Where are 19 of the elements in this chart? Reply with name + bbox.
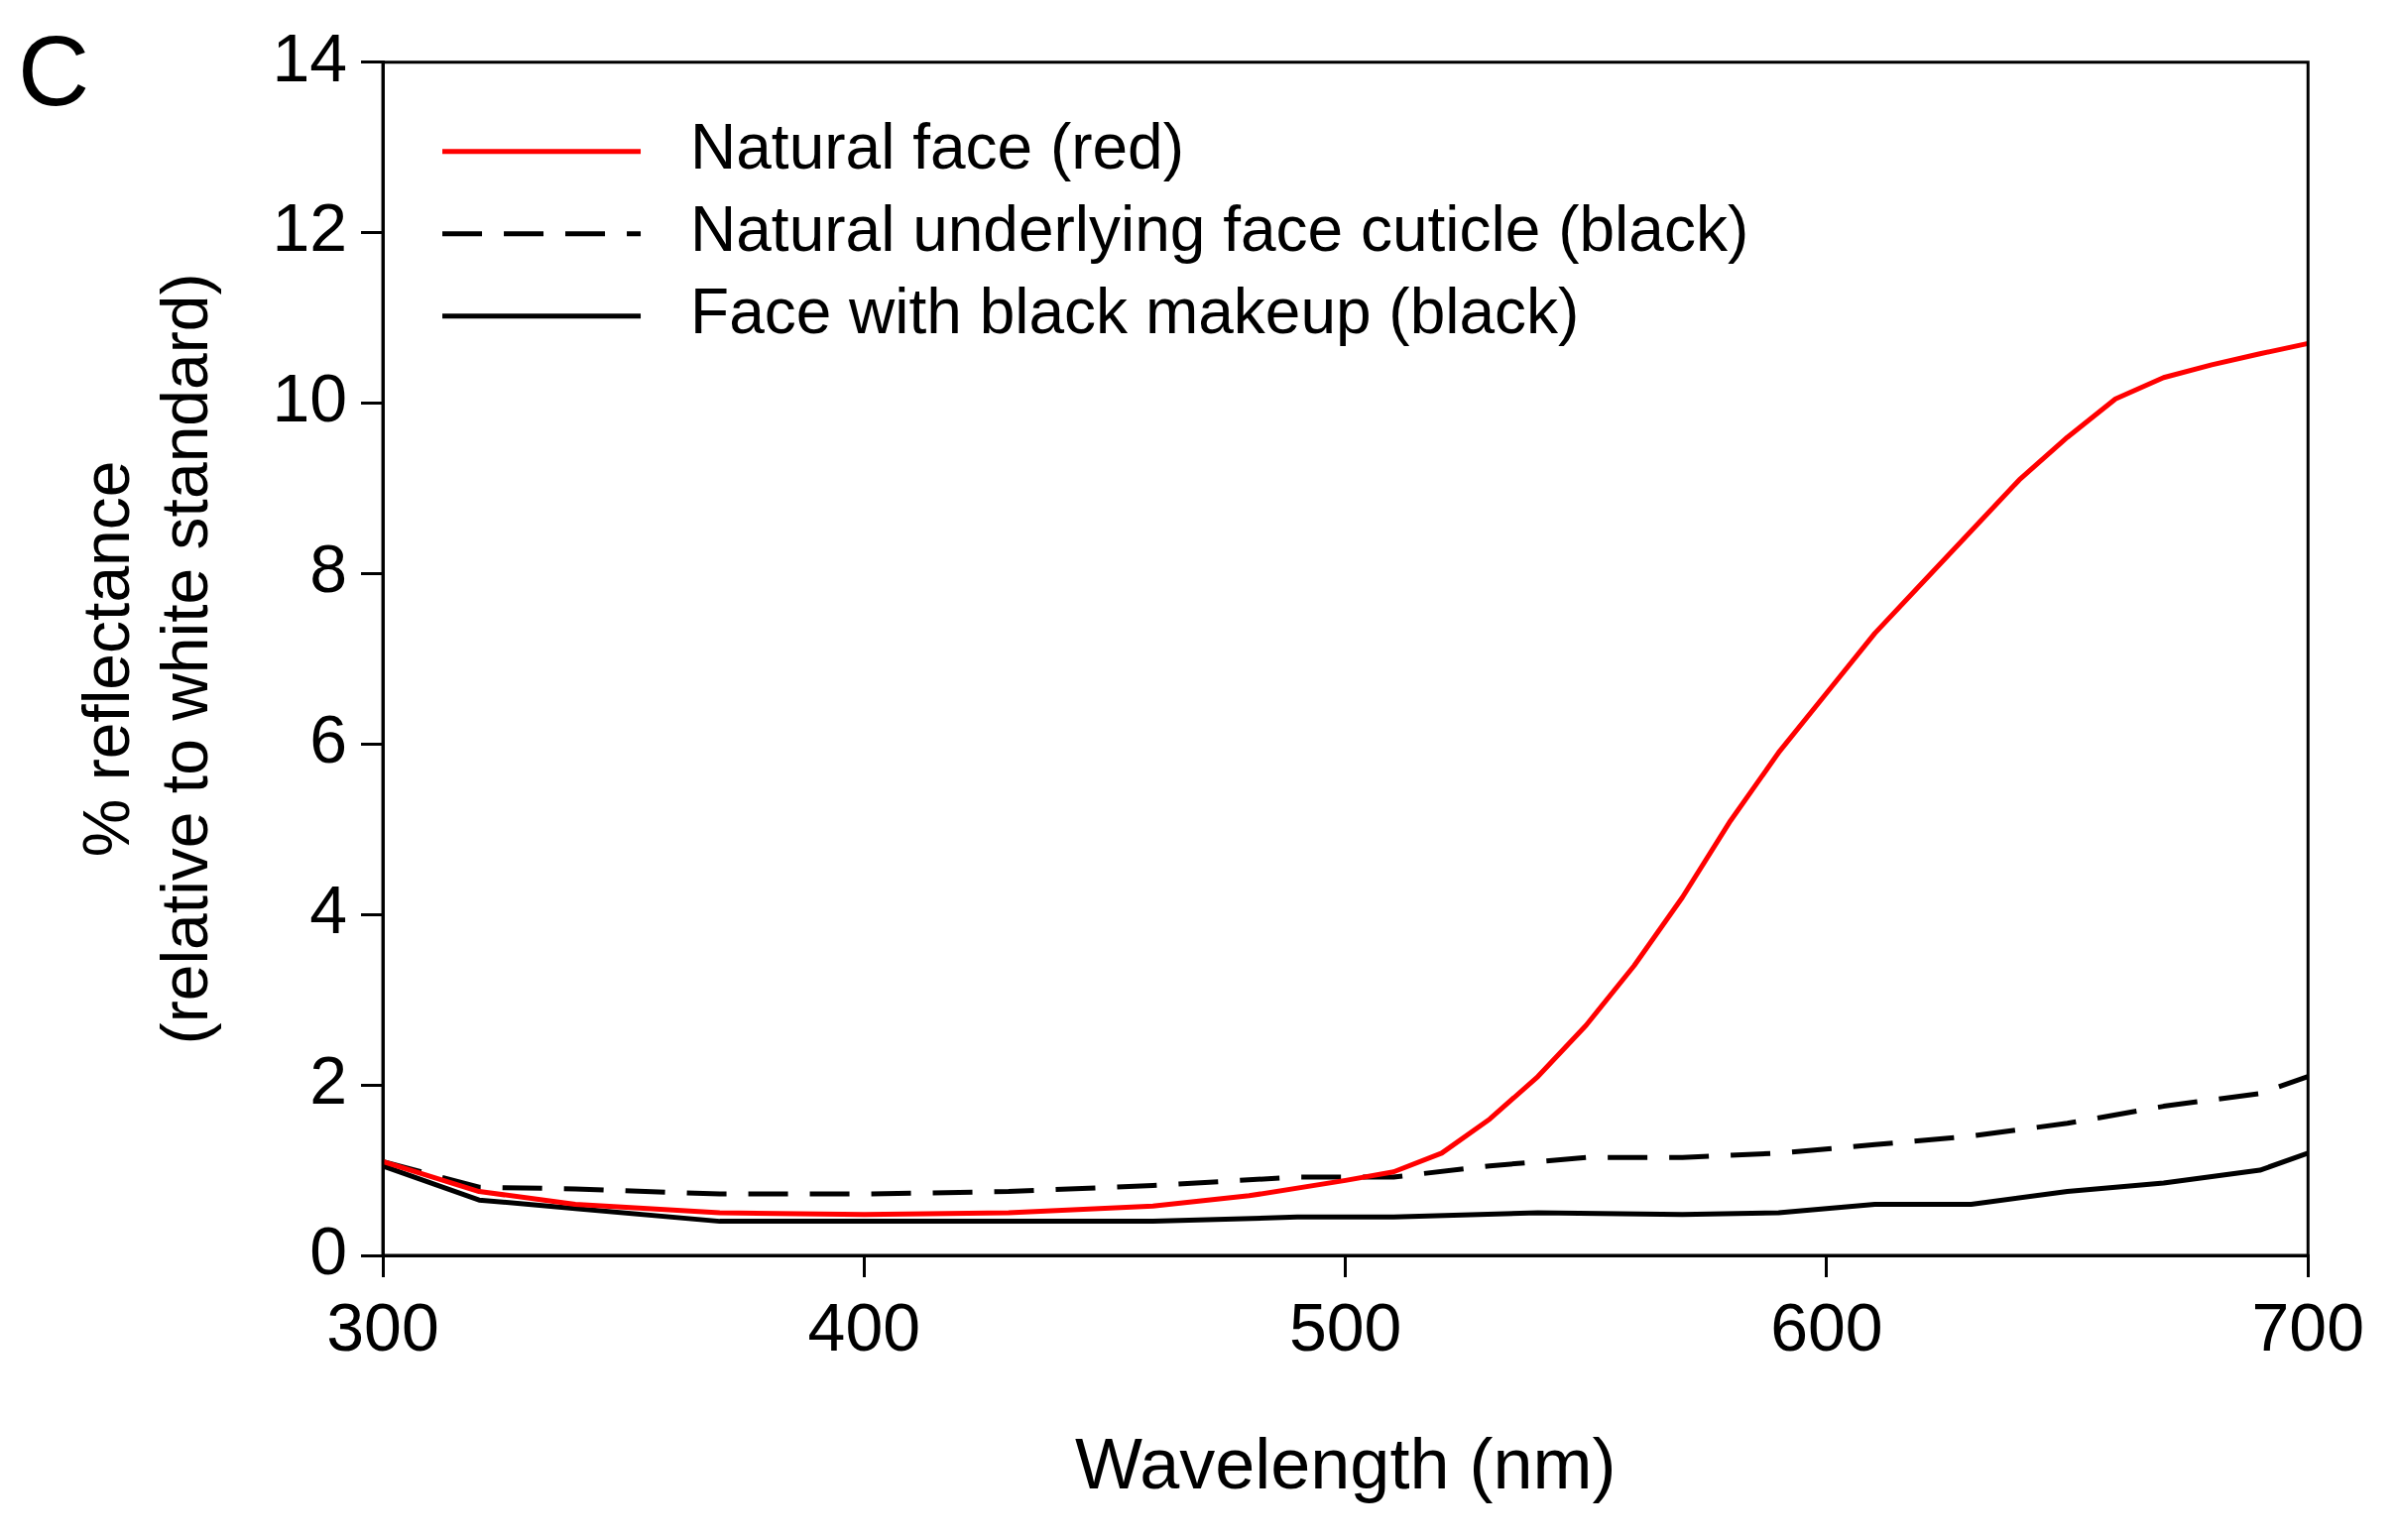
y-tick-label: 8 (309, 531, 348, 607)
y-tick-label: 6 (309, 701, 348, 777)
x-axis-title: Wavelength (nm) (1074, 1423, 1617, 1503)
x-tick-label: 300 (326, 1288, 439, 1364)
legend-label: Natural underlying face cuticle (black) (690, 193, 1749, 266)
x-tick-label: 500 (1288, 1288, 1402, 1364)
legend-label: Face with black makeup (black) (690, 276, 1580, 348)
y-axis-title: % reflectance (relative to white standard) (68, 273, 221, 1045)
x-tick-label: 400 (807, 1288, 921, 1364)
legend-label: Natural face (red) (690, 111, 1185, 183)
y-tick-label: 12 (272, 189, 348, 266)
y-tick-label: 14 (272, 19, 348, 95)
y-tick-label: 2 (309, 1041, 348, 1118)
y-tick-label: 0 (309, 1212, 348, 1288)
y-tick-label: 10 (272, 360, 348, 436)
y-tick-label: 4 (309, 871, 348, 947)
x-tick-label: 700 (2251, 1288, 2365, 1364)
x-tick-label: 600 (1770, 1288, 1883, 1364)
text: C (18, 14, 90, 126)
